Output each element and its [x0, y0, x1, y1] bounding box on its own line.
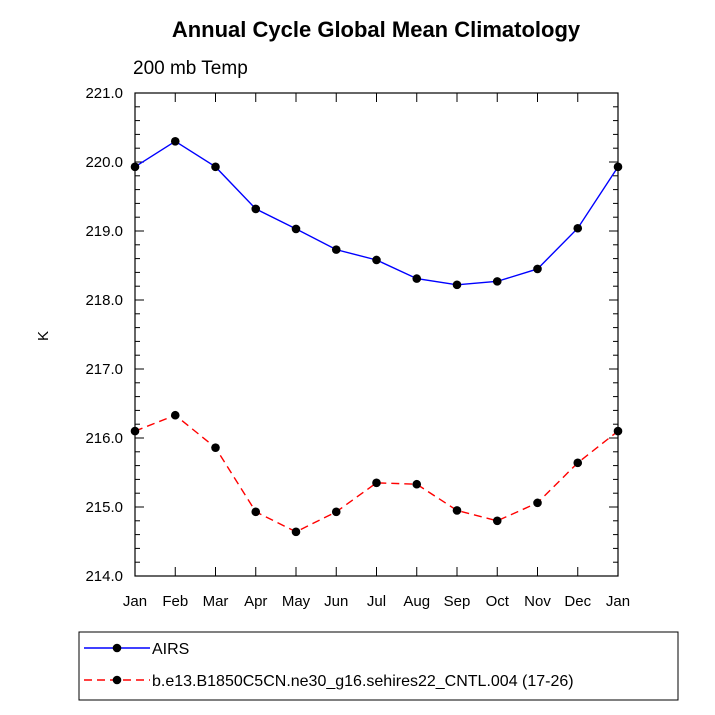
series-2-point: [492, 516, 502, 526]
y-tick-label: 214.0: [85, 568, 123, 585]
series-1-point: [412, 274, 422, 283]
y-tick-label: 219.0: [85, 223, 123, 240]
legend-marker-1: [112, 643, 122, 653]
x-tick-label: Nov: [524, 593, 551, 610]
y-tick-label: 220.0: [85, 154, 123, 171]
series-2-point: [291, 527, 301, 537]
series-1-point: [251, 204, 261, 214]
series-2-point: [533, 498, 542, 508]
chart-title: Annual Cycle Global Mean Climatology: [172, 17, 581, 42]
series-layer: [130, 137, 623, 537]
series-1-point: [331, 245, 341, 254]
y-axis-label: K: [35, 331, 52, 341]
series-2-point: [211, 443, 220, 452]
series-2-point: [251, 507, 261, 517]
y-tick-label: 221.0: [85, 85, 123, 102]
y-tick-label: 218.0: [85, 292, 123, 309]
x-tick-label: Sep: [444, 593, 471, 610]
x-tick-label: Apr: [244, 593, 267, 610]
legend-marker-2: [112, 675, 122, 685]
plot-frame: [134, 92, 619, 577]
series-1-point: [452, 280, 462, 290]
series-1-point: [372, 255, 381, 265]
chart-subtitle: 200 mb Temp: [133, 58, 248, 79]
series-2-point: [372, 478, 381, 488]
x-tick-label: Dec: [564, 593, 591, 610]
y-tick-label: 217.0: [85, 361, 123, 378]
axes: 214.0 215.0 216.0 217.0 218.0 219.0 220.0 221.0…: [85, 85, 630, 610]
x-tick-label: Mar: [203, 593, 229, 610]
y-tick-label: 215.0: [85, 499, 123, 516]
legend: AIRS b.e13.B1850C5CN.ne30_g16.sehires22_C…: [78, 631, 679, 701]
series-1-point: [130, 162, 140, 172]
series-2-point: [331, 507, 341, 517]
legend-label-1: AIRS: [152, 641, 189, 658]
series-2-point: [452, 506, 462, 515]
series-2-point: [613, 426, 623, 436]
series-1-point: [613, 162, 623, 172]
y-tick-label: 216.0: [85, 430, 123, 447]
x-tick-label: Jan: [123, 593, 147, 610]
series-2-point: [130, 426, 140, 436]
series-1-point: [492, 277, 502, 286]
x-tick-label: Aug: [403, 593, 430, 610]
series-2-point: [573, 458, 583, 468]
x-tick-label: Oct: [486, 593, 510, 610]
series-1-point: [573, 223, 583, 233]
series-line-2: [134, 414, 619, 533]
series-1-point: [533, 264, 542, 274]
series-1-point: [170, 137, 180, 146]
series-1-point: [291, 224, 301, 234]
x-tick-label: Jan: [606, 593, 630, 610]
legend-box: [78, 631, 679, 701]
series-2-point: [170, 410, 180, 420]
x-tick-label: Feb: [162, 593, 188, 610]
series-1-point: [211, 162, 220, 172]
legend-label-2: b.e13.B1850C5CN.ne30_g16.sehires22_CNTL.…: [152, 673, 574, 690]
series-2-point: [412, 479, 422, 489]
x-tick-label: May: [282, 593, 311, 610]
x-tick-label: Jul: [367, 593, 386, 610]
x-tick-label: Jun: [324, 593, 348, 610]
